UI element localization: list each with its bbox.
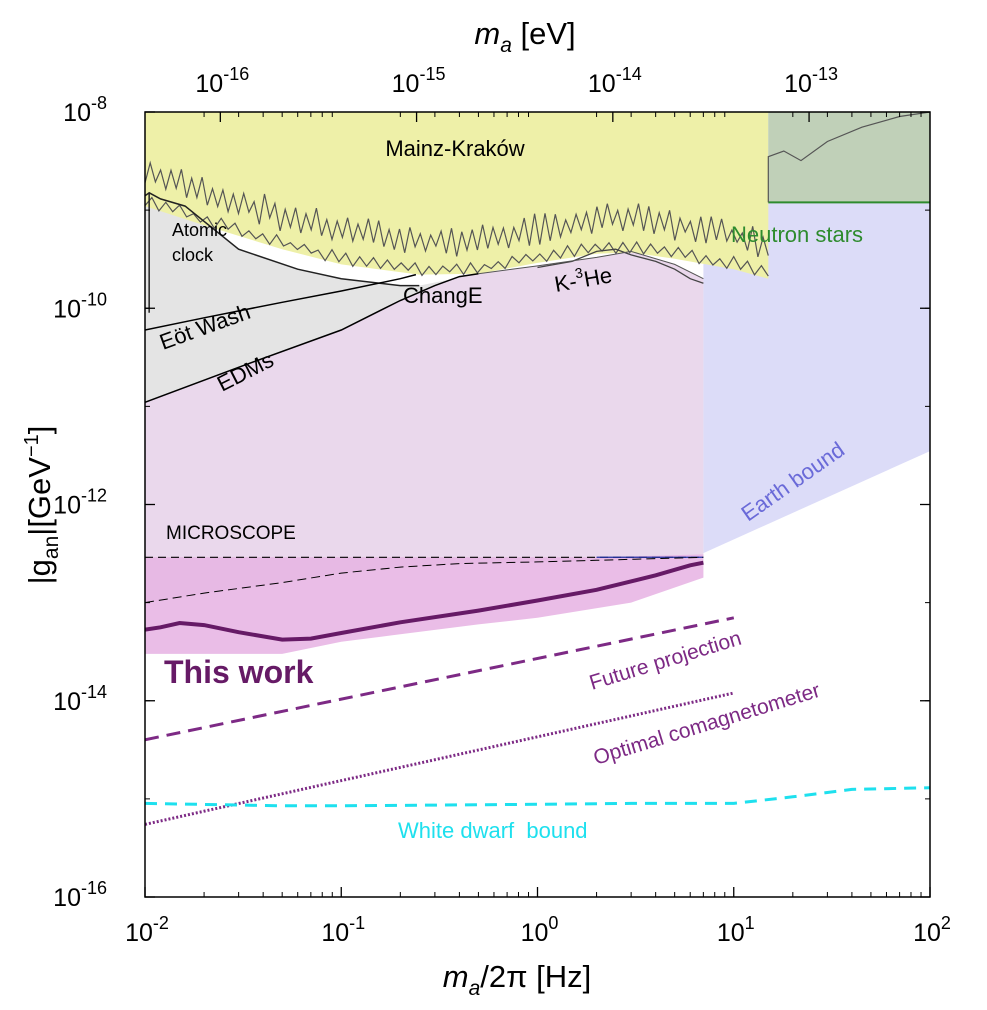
top-tick-label-2-exp: -14 [616,64,642,84]
k3he-label-sup: 3 [574,264,585,281]
x-tick-label-4-base: 10 [913,919,941,947]
y-tick-label-0: 10-16 [53,878,107,912]
this-work-band [145,554,704,654]
top-tick-label-2-base: 10 [588,70,616,98]
x-tick-label-2-exp: 0 [548,913,558,933]
atomic-clock-label-line1: Atomic [172,220,227,240]
atomic-clock-region [145,112,479,403]
exclusion-regions [145,112,930,654]
this-work-line [145,560,704,642]
neutron-stars-label: Neutron stars [731,222,863,247]
change-region [145,251,704,603]
x-tick-label-0-base: 10 [125,919,153,947]
top-tick-label-0-exp: -16 [223,64,249,84]
y-tick-label-1: 10-14 [53,682,107,716]
y-tick-label-4: 10-8 [63,93,107,127]
y-tick-label-2-base: 10 [53,492,81,520]
white-dwarf-line [145,786,930,808]
future-projection-line [145,616,735,742]
y-axis-label-sub: an [40,536,63,559]
x-tick-label-0-exp: -2 [153,913,169,933]
top-axis-label-m: m [474,16,500,51]
microscope-label: MICROSCOPE [166,523,296,544]
top-tick-label-1-base: 10 [392,70,420,98]
previous-limit-line [145,556,704,604]
x-tick-label-4-exp: 2 [941,913,951,933]
atomic-clock-label-line2: clock [172,245,214,265]
y-axis-label-open: |g [22,559,57,584]
optimal-comagnetometer-label: Optimal comagnetometer [591,679,823,770]
y-tick-label-3-base: 10 [53,295,81,323]
this-work-label: This work [164,654,314,690]
x-tick-label-3-exp: 1 [745,913,755,933]
k3he-label: K-3He [552,259,614,297]
y-tick-label-0-exp: -16 [81,878,107,898]
limit-curves [145,112,930,826]
top-axis-label-rest: [eV] [512,16,576,51]
top-tick-label-3-exp: -13 [812,64,838,84]
top-tick-label-0-base: 10 [195,70,223,98]
y-tick-label-2: 10-12 [53,486,107,520]
top-tick-label-0: 10-16 [195,64,249,98]
top-axis-label-sub: a [500,34,512,57]
top-tick-label-3-base: 10 [784,70,812,98]
future-projection-label: Future projection [587,627,744,695]
x-axis-label-m: m [443,959,469,994]
top-tick-label-2: 10-14 [588,64,642,98]
x-tick-label-0: 10-2 [125,913,169,947]
x-tick-label-4: 102 [913,913,951,947]
neutron-stars-region [768,112,930,203]
top-axis-label: ma [eV] [474,16,575,57]
top-tick-label-3: 10-13 [784,64,838,98]
y-tick-label-3-exp: -10 [81,289,107,309]
y-tick-label-1-exp: -14 [81,682,107,702]
eotwash-line [145,273,417,331]
mainz-edge-a [145,160,769,258]
k3he-line [537,248,704,284]
edms-line [145,272,479,404]
k3he-label-post: He [582,262,614,292]
mainz-label: Mainz-Kraków [385,136,524,161]
x-axis-label: ma/2π [Hz] [443,959,591,1000]
y-axis-label-sup: −1 [21,434,43,457]
y-axis-label-close: ] [22,426,57,435]
top-tick-label-1: 10-15 [392,64,446,98]
optimal-comagnetometer-line [145,691,735,826]
neutron-stars-upper [767,112,930,203]
x-tick-label-3-base: 10 [717,919,745,947]
y-tick-label-2-exp: -12 [81,486,107,506]
y-tick-label-4-base: 10 [63,99,91,127]
x-tick-label-3: 101 [717,913,755,947]
y-axis-label-unit: |[GeV [22,457,57,536]
change-label: ChangE [403,283,483,308]
y-tick-label-3: 10-10 [53,289,107,323]
y-axis-label: |gan|[GeV−1] [21,426,63,585]
change-line [478,250,704,280]
x-tick-label-2-base: 10 [521,919,549,947]
y-tick-label-4-exp: -8 [91,93,107,113]
mainz-krakow-region [145,112,769,279]
x-tick-label-2: 100 [521,913,559,947]
mainz-edge-b [145,196,769,277]
x-tick-label-1: 10-1 [321,913,365,947]
k3he-label-pre: K- [553,268,579,296]
x-axis-label-sub: a [469,977,481,1000]
x-tick-label-1-exp: -1 [349,913,365,933]
x-tick-label-1-base: 10 [321,919,349,947]
y-tick-label-0-base: 10 [53,884,81,912]
y-tick-label-1-base: 10 [53,688,81,716]
x-axis-label-rest: /2π [Hz] [480,959,591,994]
top-tick-label-1-exp: -15 [419,64,445,84]
white-dwarf-label: White dwarf bound [398,818,588,843]
